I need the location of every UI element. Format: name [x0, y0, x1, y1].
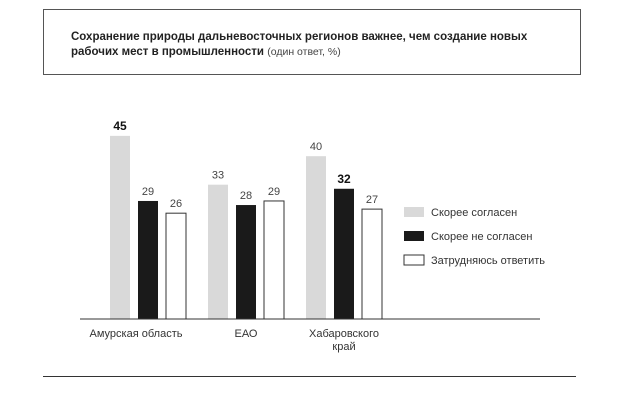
category-label-line: ЕАО [235, 328, 258, 340]
bar-agree-1 [208, 184, 228, 319]
category-label-line: край [332, 341, 355, 353]
chart-title-main: Сохранение природы дальневосточных регио… [71, 31, 528, 58]
category-label-2: Хабаровского край [309, 328, 379, 353]
legend-label-disagree: Скорее не согласен [431, 231, 532, 243]
legend-swatch-disagree [404, 231, 424, 241]
data-label-agree-2: 40 [310, 141, 322, 153]
bar-agree-0 [110, 135, 130, 319]
bar-unsure-0 [165, 212, 187, 320]
data-label-unsure-2: 27 [366, 194, 378, 206]
category-label-0: Амурская область [90, 328, 183, 340]
legend-swatch-agree [404, 207, 424, 217]
chart-title-note: (один ответ, %) [267, 46, 341, 58]
bar-disagree-0 [138, 200, 158, 319]
bar-disagree-2 [334, 188, 354, 319]
chart-title-box: Сохранение природы дальневосточных регио… [43, 9, 581, 75]
legend-label-agree: Скорее согласен [431, 207, 517, 219]
data-label-unsure-1: 29 [268, 186, 280, 198]
bar-unsure-1 [263, 200, 285, 320]
data-label-unsure-0: 26 [170, 198, 182, 210]
category-label-1: ЕАО [235, 328, 258, 340]
data-label-agree-0: 45 [113, 119, 127, 133]
category-label-line: Хабаровского [309, 328, 379, 340]
data-label-disagree-2: 32 [337, 172, 351, 186]
bar-agree-2 [306, 156, 326, 319]
data-label-agree-1: 33 [212, 170, 224, 182]
chart-title: Сохранение природы дальневосточных регио… [71, 30, 541, 60]
legend-swatch-unsure [403, 254, 425, 266]
legend-label-unsure: Затрудняюсь ответить [431, 255, 545, 267]
bottom-rule [43, 376, 576, 377]
bar-disagree-1 [236, 205, 256, 319]
data-label-disagree-1: 28 [240, 190, 252, 202]
bar-unsure-2 [361, 208, 383, 320]
category-label-line: Амурская область [90, 328, 183, 340]
data-label-disagree-0: 29 [142, 186, 154, 198]
